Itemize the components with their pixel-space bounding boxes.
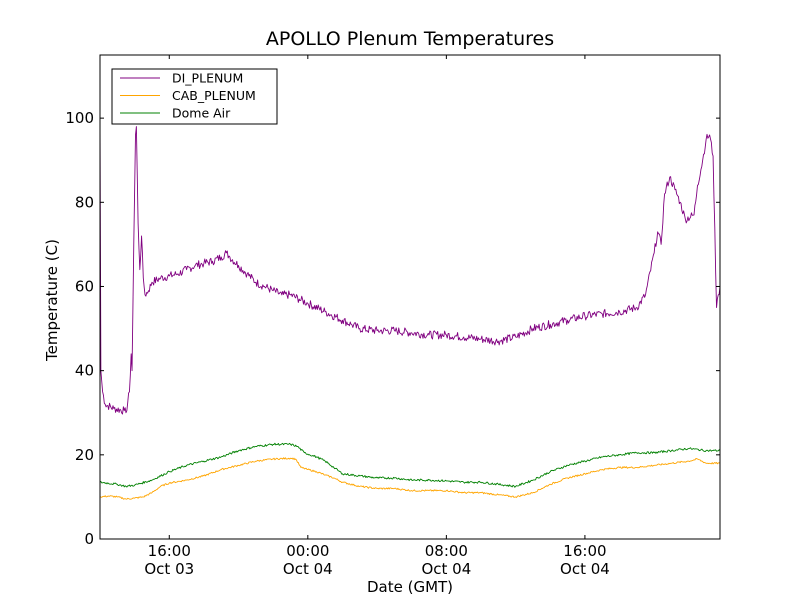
legend-label: DI_PLENUM — [172, 71, 243, 86]
x-axis-label: Date (GMT) — [367, 578, 453, 596]
y-tick-label: 80 — [75, 193, 94, 211]
x-tick-label-time: 00:00 — [286, 542, 329, 560]
x-tick-label-time: 16:00 — [148, 542, 191, 560]
y-tick-label: 40 — [75, 362, 94, 380]
x-tick-label-time: 08:00 — [425, 542, 468, 560]
x-tick-label-time: 16:00 — [563, 542, 606, 560]
legend-label: CAB_PLENUM — [172, 88, 256, 103]
legend: DI_PLENUM CAB_PLENUM Dome Air — [111, 68, 278, 125]
y-tick-label: 0 — [84, 530, 94, 548]
series-line-cab-plenum — [99, 457, 721, 500]
x-tick-label-date: Oct 04 — [283, 560, 333, 578]
y-tick-label: 100 — [65, 109, 94, 127]
x-tick-label-date: Oct 03 — [144, 560, 194, 578]
x-tick-label-date: Oct 04 — [421, 560, 471, 578]
y-tick-label: 20 — [75, 446, 94, 464]
series-line-di-plenum — [99, 118, 721, 415]
series-line-dome-air — [99, 442, 721, 488]
plot-area — [100, 55, 720, 539]
plot-frame — [99, 54, 721, 540]
y-axis-label: Temperature (C) — [43, 239, 61, 362]
chart-title: APOLLO Plenum Temperatures — [266, 28, 554, 50]
legend-label: Dome Air — [172, 106, 231, 121]
y-axis: 0 20 40 60 80 100 — [65, 109, 720, 548]
series-layer — [99, 118, 721, 500]
x-tick-label-date: Oct 04 — [560, 560, 610, 578]
y-tick-label: 60 — [75, 277, 94, 295]
